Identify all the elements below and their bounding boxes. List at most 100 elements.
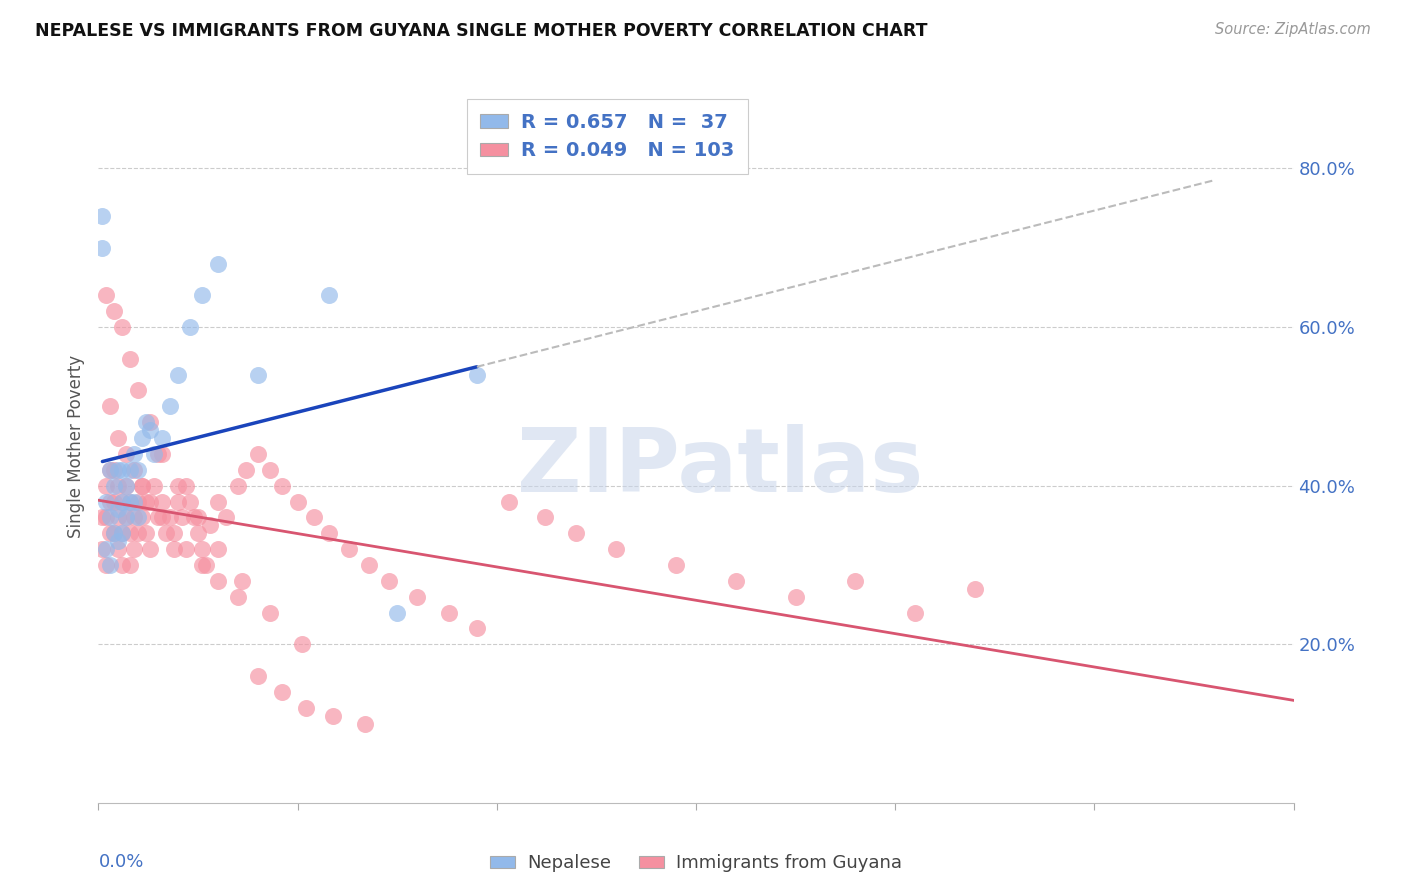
Point bbox=[533, 510, 555, 524]
Point bbox=[139, 542, 162, 557]
Point bbox=[207, 257, 229, 271]
Point bbox=[107, 431, 129, 445]
Point bbox=[904, 606, 927, 620]
Point bbox=[98, 558, 122, 572]
Point bbox=[96, 510, 118, 524]
Point bbox=[124, 510, 146, 524]
Point bbox=[98, 400, 122, 414]
Point bbox=[98, 494, 122, 508]
Point bbox=[174, 542, 197, 557]
Point bbox=[246, 669, 269, 683]
Point bbox=[963, 582, 986, 596]
Point bbox=[163, 542, 186, 557]
Point bbox=[378, 574, 401, 588]
Point bbox=[270, 685, 292, 699]
Point bbox=[215, 510, 238, 524]
Point bbox=[131, 478, 153, 492]
Point bbox=[270, 478, 292, 492]
Point bbox=[167, 478, 190, 492]
Point bbox=[565, 526, 588, 541]
Point bbox=[107, 502, 129, 516]
Point bbox=[131, 478, 153, 492]
Point bbox=[785, 590, 807, 604]
Point bbox=[111, 558, 134, 572]
Point bbox=[231, 574, 253, 588]
Point bbox=[127, 510, 149, 524]
Point bbox=[127, 384, 149, 398]
Point bbox=[111, 526, 134, 541]
Point bbox=[148, 510, 170, 524]
Point bbox=[322, 708, 344, 723]
Point bbox=[111, 320, 134, 334]
Point bbox=[291, 637, 314, 651]
Point bbox=[226, 590, 249, 604]
Point bbox=[124, 494, 146, 508]
Point bbox=[385, 606, 409, 620]
Point bbox=[120, 558, 142, 572]
Text: 0.0%: 0.0% bbox=[98, 853, 143, 871]
Point bbox=[406, 590, 429, 604]
Point bbox=[143, 478, 166, 492]
Point bbox=[155, 526, 177, 541]
Point bbox=[91, 542, 114, 557]
Text: ZIPatlas: ZIPatlas bbox=[517, 424, 922, 511]
Point bbox=[207, 574, 229, 588]
Point bbox=[294, 700, 316, 714]
Point bbox=[96, 288, 118, 302]
Point bbox=[98, 463, 122, 477]
Point bbox=[339, 542, 361, 557]
Point bbox=[174, 478, 197, 492]
Point bbox=[207, 494, 229, 508]
Point bbox=[135, 526, 157, 541]
Point bbox=[139, 415, 162, 429]
Point bbox=[135, 494, 157, 508]
Point bbox=[103, 494, 125, 508]
Point bbox=[98, 510, 122, 524]
Point bbox=[127, 526, 149, 541]
Y-axis label: Single Mother Poverty: Single Mother Poverty bbox=[67, 354, 86, 538]
Point bbox=[665, 558, 688, 572]
Point bbox=[498, 494, 520, 508]
Point bbox=[96, 478, 118, 492]
Point bbox=[107, 463, 129, 477]
Legend: Nepalese, Immigrants from Guyana: Nepalese, Immigrants from Guyana bbox=[482, 847, 910, 880]
Point bbox=[120, 494, 142, 508]
Point bbox=[111, 494, 134, 508]
Point bbox=[159, 400, 181, 414]
Point bbox=[287, 494, 309, 508]
Point bbox=[246, 368, 269, 382]
Point bbox=[139, 423, 162, 437]
Point bbox=[98, 526, 122, 541]
Point bbox=[107, 542, 129, 557]
Point bbox=[127, 463, 149, 477]
Point bbox=[844, 574, 866, 588]
Point bbox=[246, 447, 269, 461]
Point bbox=[354, 716, 377, 731]
Point bbox=[124, 463, 146, 477]
Point bbox=[318, 526, 340, 541]
Point bbox=[115, 478, 138, 492]
Point bbox=[96, 494, 118, 508]
Point bbox=[302, 510, 325, 524]
Point bbox=[107, 478, 129, 492]
Point bbox=[96, 558, 118, 572]
Point bbox=[115, 478, 138, 492]
Point bbox=[143, 447, 166, 461]
Point bbox=[191, 288, 214, 302]
Point bbox=[127, 494, 149, 508]
Point bbox=[115, 510, 138, 524]
Point bbox=[131, 431, 153, 445]
Point bbox=[235, 463, 257, 477]
Point bbox=[167, 494, 190, 508]
Point bbox=[179, 494, 201, 508]
Point bbox=[120, 463, 142, 477]
Point bbox=[115, 447, 138, 461]
Point bbox=[605, 542, 627, 557]
Point bbox=[159, 510, 181, 524]
Point bbox=[103, 526, 125, 541]
Point bbox=[103, 478, 125, 492]
Point bbox=[135, 415, 157, 429]
Point bbox=[191, 558, 214, 572]
Text: NEPALESE VS IMMIGRANTS FROM GUYANA SINGLE MOTHER POVERTY CORRELATION CHART: NEPALESE VS IMMIGRANTS FROM GUYANA SINGL… bbox=[35, 22, 928, 40]
Point bbox=[465, 621, 488, 635]
